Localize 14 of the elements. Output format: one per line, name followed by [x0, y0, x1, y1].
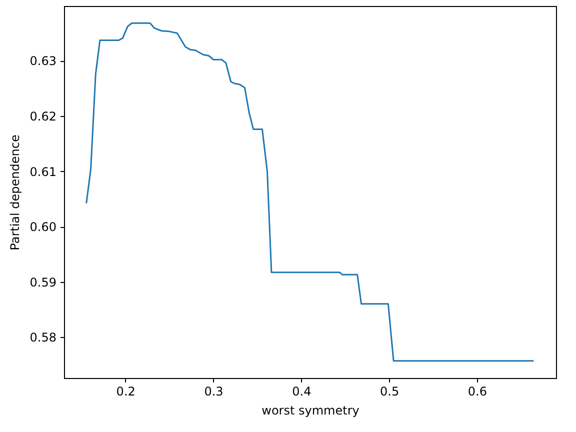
y-axis-title: Partial dependence [8, 134, 22, 250]
x-tick-label: 0.4 [292, 384, 312, 398]
line-series [86, 22, 534, 362]
x-tick-label: 0.5 [380, 384, 400, 398]
y-tick-label: 0.60 [30, 220, 56, 234]
y-tick-label: 0.62 [30, 109, 56, 124]
y-tick-label: 0.59 [30, 275, 56, 290]
y-tick-label: 0.58 [30, 330, 56, 345]
x-axis-title: worst symmetry [262, 404, 360, 418]
y-tick-label: 0.63 [30, 54, 56, 68]
x-tick-label: 0.6 [468, 384, 488, 398]
y-tick-label: 0.61 [30, 164, 56, 179]
x-tick-label: 0.3 [204, 384, 224, 398]
x-tick-label: 0.2 [116, 384, 136, 398]
